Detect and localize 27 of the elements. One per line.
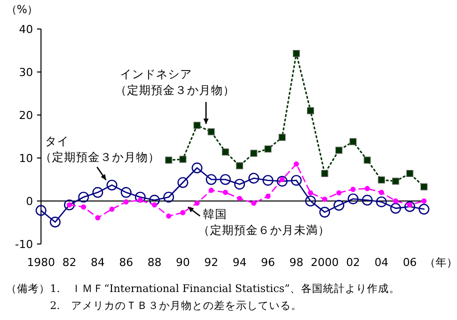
x-tick-label: 90: [176, 256, 190, 269]
x-tick-label: 88: [147, 256, 162, 269]
text: タイ（定期預金３か月物）: [40, 134, 160, 164]
x-tick-label: 82: [62, 256, 76, 269]
x-tick-label: 98: [289, 256, 304, 269]
x-tick-label: 1980: [27, 256, 55, 269]
x-tick-label: 96: [260, 256, 275, 269]
y-tick-label: 30: [19, 66, 33, 79]
y-tick-label: 40: [19, 23, 33, 36]
x-tick-label: 04: [374, 256, 388, 269]
y-tick-label: 10: [19, 152, 33, 165]
text: 2. アメリカのＴＢ３か月物との差を示している。: [50, 300, 302, 312]
series-label: 韓国（定期預金６か月未満）: [198, 207, 330, 237]
x-axis-title: （年）: [424, 256, 457, 269]
y-tick-label: 0: [26, 195, 33, 208]
x-tick-label: 2000: [310, 256, 339, 269]
x-tick-label: 06: [402, 256, 417, 269]
x-tick-label: 02: [346, 256, 360, 269]
x-tick-label: 86: [119, 256, 134, 269]
y-tick-label: 20: [19, 109, 33, 122]
y-tick-label: -10: [15, 238, 33, 251]
text: インドネシア（定期預金３か月物）: [115, 67, 235, 97]
x-tick-label: 92: [204, 256, 218, 269]
y-axis-title: （%）: [6, 3, 38, 16]
x-tick-label: 94: [232, 256, 247, 269]
text: （備考）1. ＩＭＦ“International Financial Statistics”、各国統計より作成。: [6, 282, 400, 295]
x-tick-label: 84: [90, 256, 105, 269]
